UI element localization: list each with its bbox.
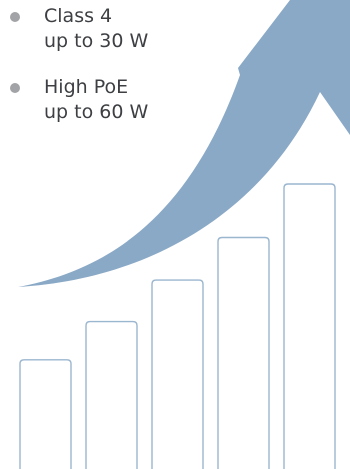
bars-group: [19, 183, 336, 469]
bar-1: [19, 359, 72, 469]
bar-4: [217, 236, 270, 469]
legend-item-label: High PoE: [44, 76, 129, 98]
bullet-icon: [10, 83, 20, 93]
legend-item-class-4: Class 4 up to 30 W: [0, 0, 240, 53]
bar-3: [151, 279, 204, 469]
growth-arrow-icon: [18, 0, 350, 287]
bar-5: [283, 183, 336, 469]
legend-item-detail: up to 30 W: [44, 30, 149, 52]
legend: Class 4 up to 30 W High PoE up to 60 W: [0, 0, 240, 140]
bar-2: [85, 320, 138, 469]
legend-item-label: Class 4: [44, 5, 113, 27]
bullet-icon: [10, 12, 20, 22]
legend-item-detail: up to 60 W: [44, 101, 149, 123]
legend-item-high-poe: High PoE up to 60 W: [0, 64, 240, 124]
